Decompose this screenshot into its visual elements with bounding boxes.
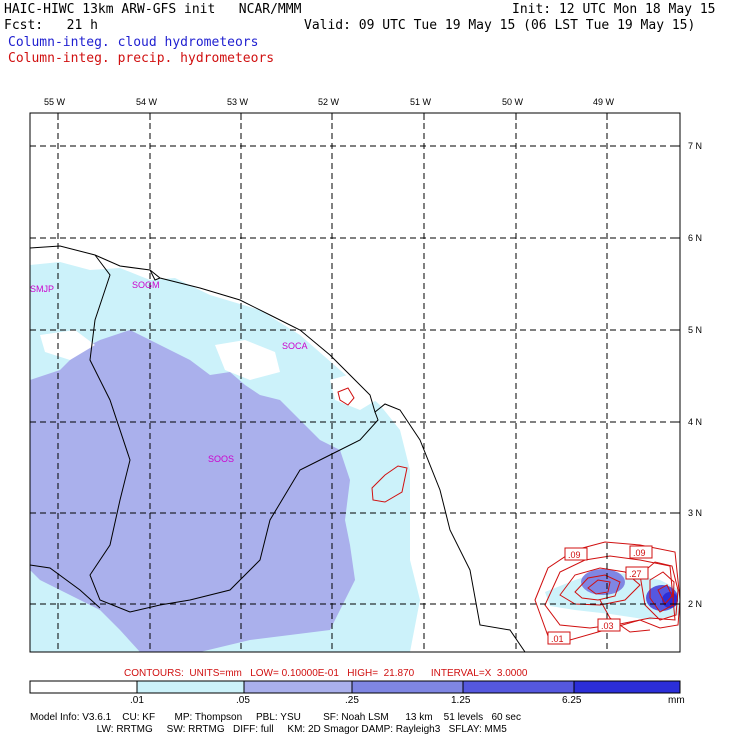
contour-label: .09 (633, 548, 646, 558)
lon-label-52w: 52 W (318, 97, 340, 107)
station-soca: SOCA (282, 341, 308, 351)
lat-label-7n: 7 N (688, 141, 702, 151)
colorbar-unit: mm (668, 695, 685, 706)
colorbar-tick: 1.25 (451, 695, 471, 706)
colorbar (29, 680, 681, 694)
lat-label-5n: 5 N (688, 325, 702, 335)
init-time: Init: 12 UTC Mon 18 May 15 (512, 2, 716, 17)
contour-label: .27 (629, 569, 642, 579)
graticule (30, 113, 680, 652)
legend-cloud: Column-integ. cloud hydrometeors (8, 35, 259, 50)
contour-label: .09 (568, 550, 581, 560)
colorbar-tick: .25 (345, 695, 359, 706)
contours-info: CONTOURS: UNITS=mm LOW= 0.10000E-01 HIGH… (124, 668, 528, 679)
cloud-light-hole-2 (40, 330, 95, 360)
contour-label: .01 (551, 634, 564, 644)
legend-precip: Column-integ. precip. hydrometeors (8, 51, 275, 66)
lat-label-2n: 2 N (688, 599, 702, 609)
lon-label-49w: 49 W (593, 97, 615, 107)
lon-label-54w: 54 W (136, 97, 158, 107)
station-soos: SOOS (208, 454, 234, 464)
colorbar-tick: .05 (236, 695, 250, 706)
coastline (29, 245, 526, 653)
lon-label-55w: 55 W (44, 97, 66, 107)
plot-title: HAIC-HIWC 13km ARW-GFS init NCAR/MMM (4, 2, 302, 17)
lat-label-4n: 4 N (688, 417, 702, 427)
model-info-line1: Model Info: V3.6.1 CU: KF MP: Thompson P… (30, 712, 521, 723)
station-smjp: SMJP (30, 284, 54, 294)
colorbar-tick: 6.25 (562, 695, 582, 706)
cloud-light-hole-1 (215, 340, 280, 380)
lon-label-50w: 50 W (502, 97, 524, 107)
colorbar-tick: .01 (130, 695, 144, 706)
cloud-field (30, 262, 680, 652)
cloud-strong-core-1 (581, 569, 625, 595)
station-sogm: SOGM (132, 280, 160, 290)
cloud-max-core (662, 592, 678, 608)
lat-label-3n: 3 N (688, 508, 702, 518)
cloud-medium-east (545, 572, 680, 620)
cloud-medium-area (30, 330, 355, 652)
contour-label: .03 (601, 621, 614, 631)
contour-value-labels: .09 .09 .27 .01 .03 (547, 545, 653, 645)
map-frame (29, 112, 681, 653)
lon-label-53w: 53 W (227, 97, 249, 107)
model-info-line2: LW: RRTMG SW: RRTMG DIFF: full KM: 2D Sm… (30, 724, 507, 735)
lat-label-6n: 6 N (688, 233, 702, 243)
lon-label-51w: 51 W (410, 97, 432, 107)
tick-marks (57, 113, 680, 605)
valid-time: Valid: 09 UTC Tue 19 May 15 (06 LST Tue … (304, 18, 696, 33)
forecast-hour: Fcst: 21 h (4, 18, 98, 33)
